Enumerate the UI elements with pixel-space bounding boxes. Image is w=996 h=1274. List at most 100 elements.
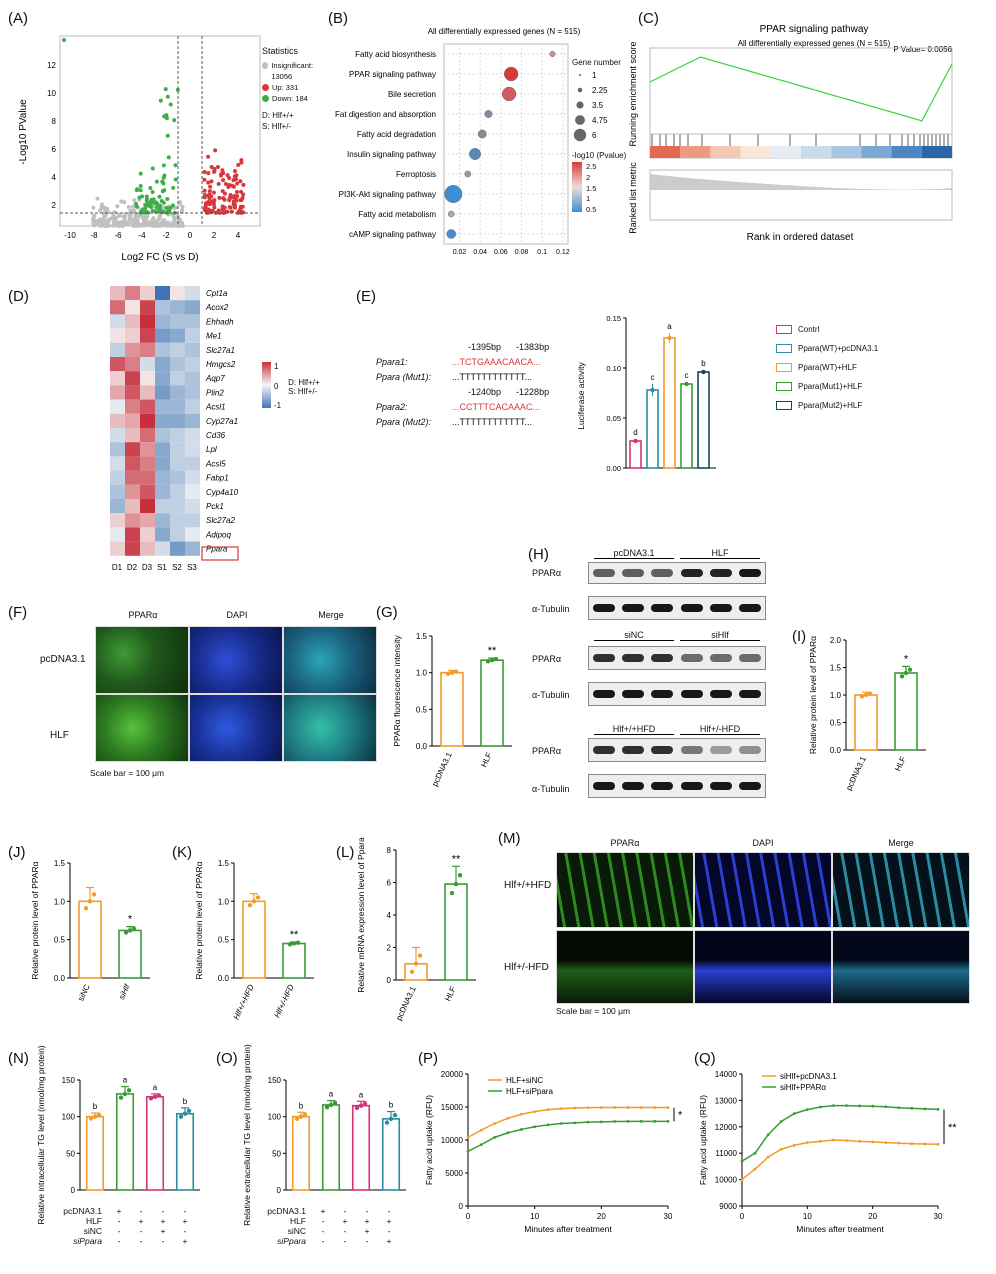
down-point xyxy=(165,133,170,138)
luciferase-chart: 0.00 0.05 0.10 0.15 Luciferase activity d c a c b xyxy=(576,314,716,473)
heatmap-cell xyxy=(110,385,125,400)
heatmap-cell xyxy=(125,371,140,386)
chart-j: 0.0 0.5 1.0 1.5 Relative protein level of PP… xyxy=(30,859,150,1003)
kegg-bubble xyxy=(444,185,463,203)
kegg-bubble xyxy=(446,229,456,239)
data-point xyxy=(489,658,495,663)
up-point xyxy=(239,160,244,165)
kegg-size-label: 6 xyxy=(592,131,597,140)
heatmap-sample-label: S1 xyxy=(157,563,167,572)
heatmap-cell xyxy=(185,541,200,556)
chart-l: 0 2 4 6 8 Relative mRNA expression level of P… xyxy=(356,837,476,1022)
data-point xyxy=(328,1102,334,1108)
treatment-label: pcDNA3.1 xyxy=(267,1206,306,1216)
x-tick-label: 0 xyxy=(740,1212,745,1221)
legend-label: Ppara(Mut1)+HLF xyxy=(798,382,863,391)
panel-label-b: (B) xyxy=(328,10,348,27)
blot-band xyxy=(739,654,762,662)
heatmap-cell xyxy=(170,456,185,471)
data-point xyxy=(96,1112,102,1118)
x-tick-label: pcDNA3.1 xyxy=(844,755,868,792)
insignificant-point xyxy=(177,201,182,206)
heatmap-cell xyxy=(110,470,125,485)
insignificant-point xyxy=(99,202,104,207)
y-tick-label: 9000 xyxy=(719,1202,737,1211)
data-point xyxy=(92,1114,98,1119)
kegg-term: Bile secretion xyxy=(388,90,436,99)
luciferase-legend-item: Ppara(Mut2)+HLF xyxy=(776,396,878,415)
treatment-cell: - xyxy=(139,1206,143,1216)
heatmap-cell xyxy=(170,342,185,357)
heatmap-cell xyxy=(170,328,185,343)
up-point xyxy=(238,198,243,203)
heatmap-cell xyxy=(140,541,155,556)
bar xyxy=(646,389,659,469)
if-col-label: PPARα xyxy=(610,838,640,848)
heatmap-cell xyxy=(140,328,155,343)
y-tick-label: 0.0 xyxy=(416,742,428,751)
luciferase-legend-item: Ppara(Mut1)+HLF xyxy=(776,377,878,396)
series-point xyxy=(613,1120,617,1123)
y-tick-label: 20000 xyxy=(441,1070,464,1079)
kegg-color-bar xyxy=(572,162,582,212)
y-tick-label: 0 xyxy=(387,976,392,985)
heatmap-cell xyxy=(140,399,155,414)
y-tick-label: 0.05 xyxy=(606,414,621,423)
if-col-label: Merge xyxy=(318,610,344,620)
treatment-cell: + xyxy=(116,1206,122,1216)
heatmap-cell xyxy=(170,371,185,386)
blot-row-label: PPARα xyxy=(532,746,562,756)
y-axis-label: Relative protein level of PPARα xyxy=(194,861,204,979)
gsea-heat-band xyxy=(770,146,801,158)
up-point xyxy=(236,163,241,168)
treatment-label: siPpara xyxy=(277,1236,306,1246)
up-point xyxy=(233,177,238,182)
insignificant-point xyxy=(136,213,141,218)
heatmap-cell xyxy=(110,428,125,443)
if-row-label: Hlf+/-HFD xyxy=(504,962,549,973)
heatmap-cell xyxy=(140,456,155,471)
heatmap-scale-label: 0 xyxy=(274,381,279,391)
blot-row-label: PPARα xyxy=(532,654,562,664)
y-tick-label: 1.0 xyxy=(416,669,428,678)
bar xyxy=(404,962,428,981)
volcano-xtick: 4 xyxy=(236,231,241,240)
volcano-xtick: -2 xyxy=(162,231,170,240)
bar xyxy=(321,1104,341,1191)
down-point xyxy=(146,210,151,215)
blot-band xyxy=(739,604,762,612)
series-point xyxy=(546,1108,550,1112)
data-point xyxy=(445,671,451,676)
blot-band xyxy=(621,782,644,790)
up-point xyxy=(231,184,236,189)
blot-band xyxy=(680,654,703,662)
y-tick-label: 10000 xyxy=(441,1136,464,1145)
if-row-label: Hlf+/+HFD xyxy=(504,880,552,891)
data-point xyxy=(354,1105,360,1111)
kegg-size-title: Gene number xyxy=(572,58,621,67)
data-point xyxy=(684,381,689,387)
data-point xyxy=(907,667,913,672)
heatmap-cell xyxy=(185,371,200,386)
y-tick-label: 1.0 xyxy=(830,691,842,700)
up-point xyxy=(227,182,232,187)
heatmap-cell xyxy=(155,428,170,443)
treatment-cell: + xyxy=(160,1226,166,1236)
series-point xyxy=(753,1151,757,1155)
heatmap-cell xyxy=(155,527,170,542)
heatmap-cell xyxy=(185,442,200,457)
heatmap-cell xyxy=(125,428,140,443)
series-point xyxy=(884,1105,888,1109)
x-axis-label: Minutes after treatment xyxy=(796,1224,884,1234)
insignificant-point xyxy=(98,208,103,213)
heatmap-cell xyxy=(140,385,155,400)
legend-label: Ppara(Mut2)+HLF xyxy=(798,401,863,410)
insignificant-point xyxy=(103,213,108,218)
heatmap-gene-label: Ehhadh xyxy=(206,317,234,326)
treatment-cell: + xyxy=(386,1236,392,1246)
up-point xyxy=(211,190,216,195)
enrichment-curve xyxy=(649,56,953,122)
series-point xyxy=(923,1107,927,1111)
up-point xyxy=(221,196,226,201)
kegg-legend: Gene number 1 2.25 3.5 4.75 6 -log10 (Pvalue… xyxy=(572,58,632,214)
